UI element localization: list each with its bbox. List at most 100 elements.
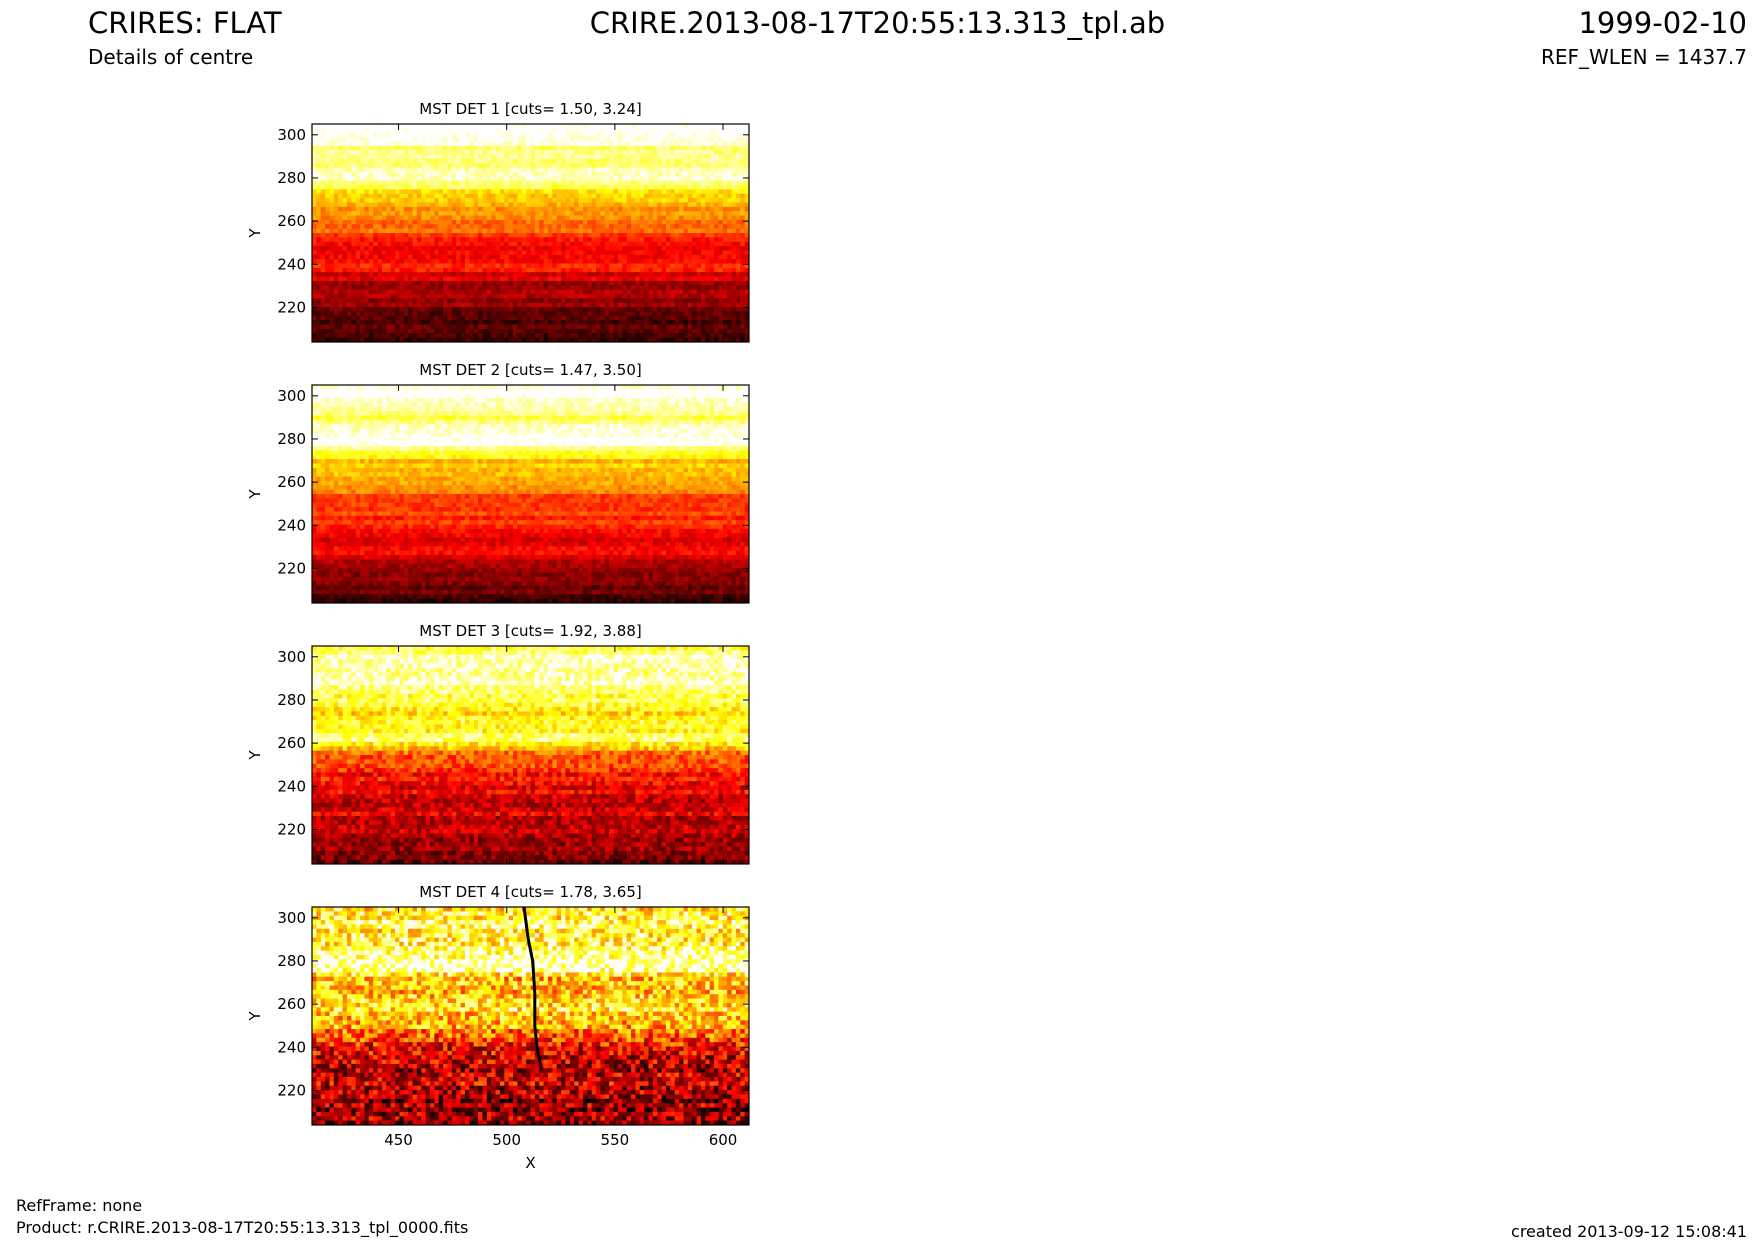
heatmap-cell xyxy=(434,237,440,243)
heatmap-cell xyxy=(482,185,488,190)
heatmap-cell xyxy=(390,171,396,177)
heatmap-cell xyxy=(342,241,348,247)
heatmap-cell xyxy=(600,215,606,221)
heatmap-cell xyxy=(665,206,671,212)
heatmap-cell xyxy=(386,298,392,304)
heatmap-cell xyxy=(530,324,536,330)
heatmap-cell xyxy=(434,250,440,256)
heatmap-cell xyxy=(377,180,383,186)
heatmap-cell xyxy=(622,276,628,282)
heatmap-cell xyxy=(368,289,374,295)
heatmap-cell xyxy=(408,124,413,129)
heatmap-cell xyxy=(534,241,540,247)
heatmap-cell xyxy=(582,185,588,190)
heatmap-cell xyxy=(521,280,527,286)
heatmap-cell xyxy=(395,263,400,269)
heatmap-cell xyxy=(574,337,579,343)
heatmap-cell xyxy=(373,137,378,142)
heatmap-cell xyxy=(565,241,571,247)
heatmap-cell xyxy=(705,337,711,343)
heatmap-cell xyxy=(517,324,523,330)
heatmap-cell xyxy=(565,211,571,216)
heatmap-cell xyxy=(539,233,545,238)
heatmap-cell xyxy=(513,311,518,317)
heatmap-cell xyxy=(709,337,715,343)
heatmap-cell xyxy=(709,333,715,339)
heatmap-cell xyxy=(626,211,632,216)
heatmap-cell xyxy=(508,246,514,251)
heatmap-cell xyxy=(325,289,330,295)
heatmap-cell xyxy=(587,285,593,291)
heatmap-cell xyxy=(460,272,466,277)
heatmap-cell xyxy=(587,176,593,182)
heatmap-cell xyxy=(421,163,427,168)
heatmap-cell xyxy=(543,228,549,234)
heatmap-cell xyxy=(368,189,374,195)
heatmap-cell xyxy=(504,307,510,312)
heatmap-cell xyxy=(478,285,483,291)
heatmap-cell xyxy=(438,189,444,195)
heatmap-cell xyxy=(687,337,693,343)
heatmap-cell xyxy=(714,211,719,216)
heatmap-cell xyxy=(740,145,746,151)
heatmap-cell xyxy=(320,289,326,295)
heatmap-cell xyxy=(539,185,545,190)
heatmap-cell xyxy=(460,145,466,151)
heatmap-cell xyxy=(316,237,322,243)
heatmap-cell xyxy=(499,224,505,230)
heatmap-cell xyxy=(709,128,715,134)
heatmap-cell xyxy=(464,315,470,321)
heatmap-cell xyxy=(613,219,619,225)
heatmap-cell xyxy=(443,302,448,308)
heatmap-cell xyxy=(561,333,566,339)
heatmap-cell xyxy=(639,267,645,273)
heatmap-cell xyxy=(408,185,413,190)
heatmap-cell xyxy=(364,280,370,286)
heatmap-cell xyxy=(604,163,610,168)
heatmap-cell xyxy=(320,272,326,277)
heatmap-cell xyxy=(644,263,649,269)
heatmap-cell xyxy=(451,302,457,308)
heatmap-cell xyxy=(709,158,715,164)
heatmap-cell xyxy=(368,294,374,299)
heatmap-cell xyxy=(578,302,584,308)
heatmap-cell xyxy=(486,167,492,173)
heatmap-cell xyxy=(600,294,606,299)
heatmap-cell xyxy=(390,259,396,264)
heatmap-cell xyxy=(447,298,453,304)
heatmap-cell xyxy=(421,307,427,312)
heatmap-cell xyxy=(722,180,728,186)
heatmap-cell xyxy=(508,206,514,212)
heatmap-cell xyxy=(709,154,715,160)
heatmap-cell xyxy=(486,333,492,339)
heatmap-cell xyxy=(582,141,588,147)
heatmap-cell xyxy=(351,145,357,151)
heatmap-cell xyxy=(539,176,545,182)
heatmap-cell xyxy=(377,324,383,330)
heatmap-cell xyxy=(709,198,715,203)
heatmap-cell xyxy=(416,285,422,291)
heatmap-cell xyxy=(381,228,387,234)
heatmap-cell xyxy=(499,176,505,182)
heatmap-cell xyxy=(508,124,514,129)
heatmap-cell xyxy=(464,154,470,160)
heatmap-cell xyxy=(395,237,400,243)
heatmap-cell xyxy=(631,224,636,230)
heatmap-cell xyxy=(696,219,702,225)
heatmap-cell xyxy=(687,311,693,317)
heatmap-cell xyxy=(464,285,470,291)
heatmap-cell xyxy=(731,267,737,273)
heatmap-cell xyxy=(657,189,662,195)
heatmap-cell xyxy=(495,289,501,295)
heatmap-cell xyxy=(508,145,514,151)
heatmap-cell xyxy=(473,141,479,147)
heatmap-cell xyxy=(473,289,479,295)
heatmap-cell xyxy=(346,167,352,173)
heatmap-cell xyxy=(626,272,632,277)
heatmap-cell xyxy=(670,132,676,138)
heatmap-cell xyxy=(600,324,606,330)
heatmap-cell xyxy=(333,137,339,142)
heatmap-cell xyxy=(696,333,702,339)
heatmap-cell xyxy=(670,145,676,151)
heatmap-cell xyxy=(561,267,566,273)
